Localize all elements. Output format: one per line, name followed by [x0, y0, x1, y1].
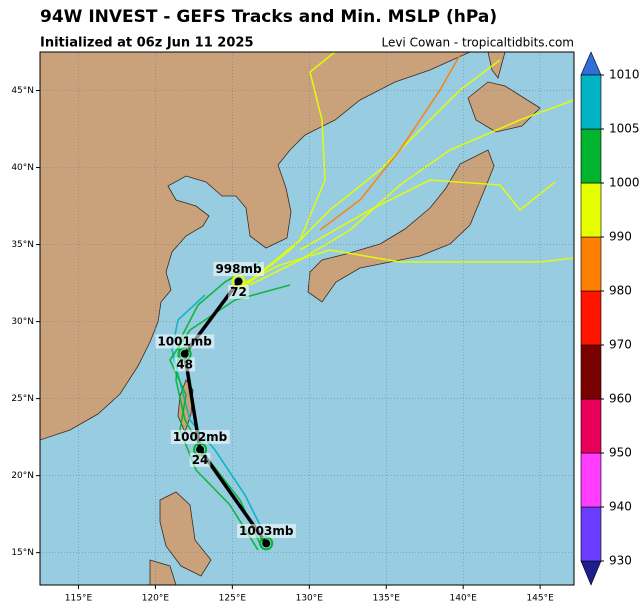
x-tick-label: 135°E: [373, 594, 401, 604]
colorbar-tick-label: 960: [609, 392, 632, 406]
credit: Levi Cowan - tropicaltidbits.com: [381, 36, 574, 50]
chart-subtitle: Initialized at 06z Jun 11 2025: [40, 36, 253, 51]
x-tick-label: 120°E: [142, 594, 170, 604]
label-background: [189, 452, 211, 467]
colorbar-tick-label: 940: [609, 500, 632, 514]
track-point: [262, 539, 271, 548]
x-tick-label: 140°E: [450, 594, 478, 604]
y-tick-label: 30°N: [11, 317, 34, 327]
label-background: [170, 429, 230, 444]
ensemble-track: [249, 99, 574, 286]
ensemble-track: [244, 52, 336, 286]
colorbar-segment: [580, 344, 602, 400]
hour-label: 24: [192, 453, 209, 467]
colorbar-tick-label: 990: [609, 230, 632, 244]
y-tick-label: 25°N: [11, 394, 34, 404]
ensemble-track: [175, 261, 263, 549]
colorbar-over: [580, 51, 602, 76]
hour-label: 48: [176, 357, 193, 371]
track-point: [180, 349, 189, 358]
land: [307, 149, 495, 303]
x-tick-label: 130°E: [296, 594, 324, 604]
colorbar-segment: [580, 74, 602, 130]
dynamic-layer: 115°E 120°E 125°E 130°E 135°E 140°E 145°E 15°N 2…: [11, 51, 640, 604]
pressure-label: 1002mb: [173, 430, 228, 444]
x-tick-label: 125°E: [219, 594, 247, 604]
track-point: [196, 445, 205, 454]
y-tick-label: 40°N: [11, 163, 34, 173]
colorbar-segment: [580, 290, 602, 346]
colorbar-tick-label: 1000: [609, 176, 640, 190]
colorbar-segment: [580, 128, 602, 184]
colorbar-tick-label: 950: [609, 446, 632, 460]
ensemble-track: [171, 294, 271, 546]
label-background: [236, 523, 296, 538]
label-background: [228, 285, 249, 300]
colorbar-tick-label: 1010: [609, 68, 640, 82]
colorbar-tick-label: 980: [609, 284, 632, 298]
x-tick-label: 145°E: [526, 594, 554, 604]
y-tick-label: 35°N: [11, 240, 34, 250]
chart-title: 94W INVEST - GEFS Tracks and Min. MSLP (…: [40, 7, 497, 27]
track-line: [182, 280, 268, 545]
label-background: [174, 357, 196, 372]
land: [159, 491, 212, 577]
label-background: [213, 262, 264, 277]
y-tick-label: 15°N: [11, 548, 34, 558]
track-point: [234, 277, 243, 286]
pressure-label: 998mb: [215, 262, 262, 276]
pressure-label: 1003mb: [239, 524, 294, 538]
hour-label: 72: [230, 285, 247, 299]
colorbar-segment: [580, 506, 602, 562]
label-background: [155, 334, 215, 349]
land: [40, 52, 471, 441]
x-tick-label: 115°E: [65, 594, 93, 604]
ensemble-track: [239, 59, 501, 291]
colorbar-under: [580, 560, 602, 586]
ensemble-track: [169, 284, 291, 551]
ensemble-track: [299, 179, 556, 251]
land: [149, 559, 177, 585]
colorbar-tick-label: 970: [609, 338, 632, 352]
colorbar-segment: [580, 182, 602, 238]
y-tick-label: 45°N: [11, 86, 34, 96]
land: [487, 52, 506, 79]
colorbar-segment: [580, 398, 602, 454]
pressure-label: 1001mb: [157, 334, 212, 348]
y-tick-label: 20°N: [11, 471, 34, 481]
colorbar-segment: [580, 452, 602, 508]
ensemble-track: [319, 54, 461, 231]
colorbar-tick-label: 1005: [609, 122, 640, 136]
colorbar-tick-label: 930: [609, 554, 632, 568]
map-frame: [39, 51, 575, 586]
colorbar-segment: [580, 236, 602, 292]
